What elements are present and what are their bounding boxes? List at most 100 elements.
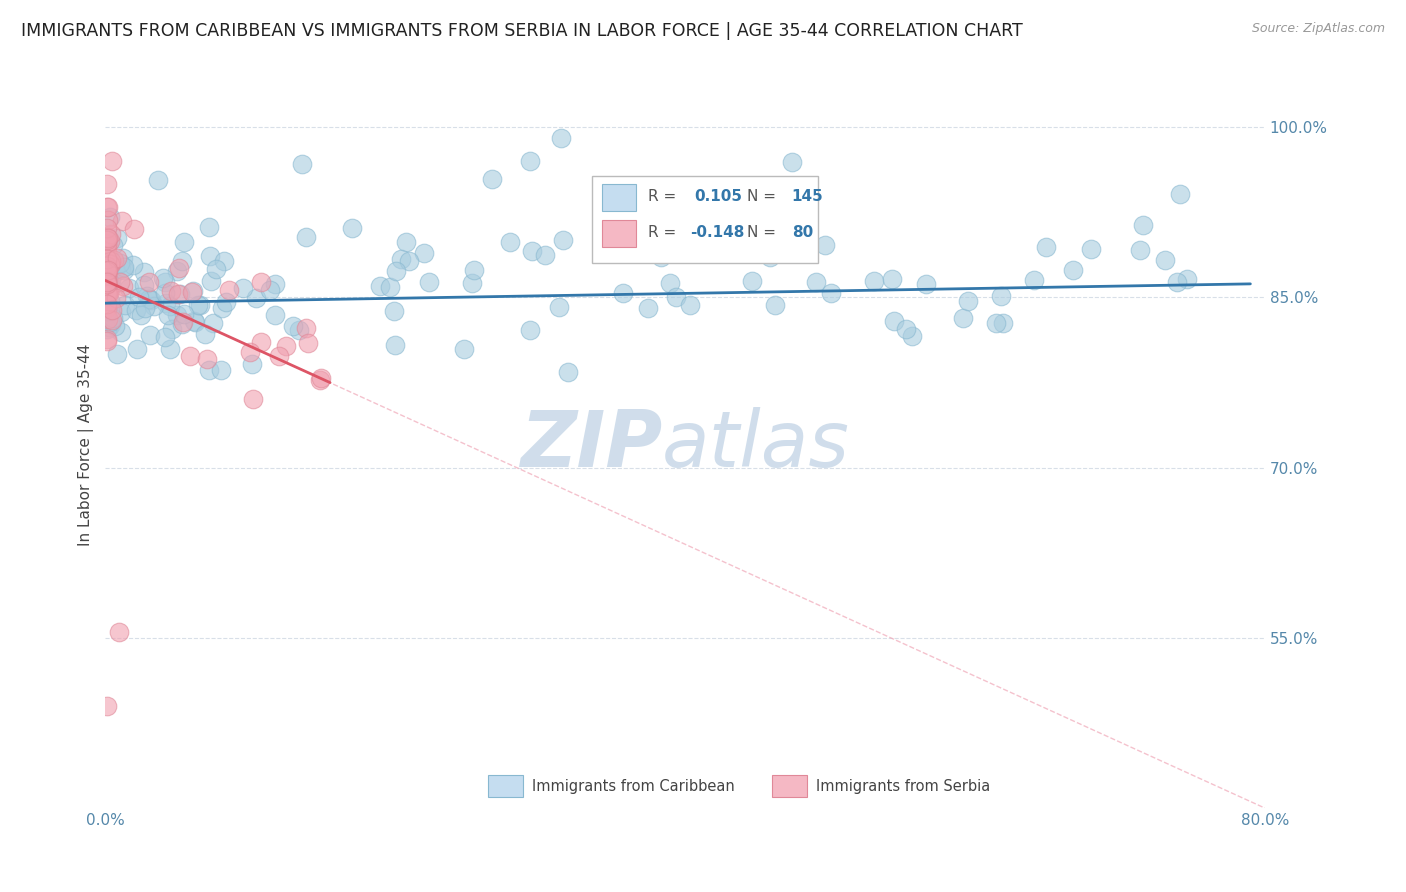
Point — [202, 316, 225, 330]
Text: 80: 80 — [792, 226, 813, 241]
Point — [295, 320, 318, 334]
Point — [96, 259, 118, 273]
Point — [378, 280, 401, 294]
Point — [146, 172, 169, 186]
Point — [98, 275, 121, 289]
Point — [98, 232, 121, 246]
Point — [96, 237, 118, 252]
Point — [97, 312, 120, 326]
Point — [1062, 263, 1084, 277]
Text: N =: N = — [747, 226, 780, 241]
Point — [107, 625, 129, 640]
Point — [125, 303, 148, 318]
Bar — [602, 184, 637, 211]
Y-axis label: In Labor Force | Age 35-44: In Labor Force | Age 35-44 — [79, 343, 94, 546]
Point — [96, 334, 118, 348]
Point — [160, 284, 183, 298]
Point — [98, 302, 121, 317]
Point — [901, 329, 924, 343]
Point — [143, 299, 166, 313]
Point — [156, 308, 179, 322]
Point — [1168, 186, 1191, 201]
Point — [195, 352, 218, 367]
Point — [96, 297, 118, 311]
Point — [291, 157, 314, 171]
Point — [96, 245, 118, 260]
Point — [548, 301, 571, 315]
Point — [96, 277, 118, 291]
Point — [138, 327, 160, 342]
Point — [129, 308, 152, 322]
Point — [97, 285, 120, 300]
Point — [96, 268, 118, 282]
Point — [153, 330, 176, 344]
Point — [96, 268, 118, 283]
Point — [105, 251, 128, 265]
Point — [111, 251, 134, 265]
Point — [389, 252, 412, 266]
Point — [100, 227, 122, 242]
Point — [533, 248, 555, 262]
Point — [1080, 243, 1102, 257]
Point — [1129, 244, 1152, 258]
Point — [105, 346, 128, 360]
Point — [368, 278, 391, 293]
Point — [121, 258, 143, 272]
Point — [915, 277, 938, 291]
Point — [100, 273, 122, 287]
Point — [96, 274, 118, 288]
Point — [650, 250, 672, 264]
Point — [97, 319, 120, 334]
Point — [96, 322, 118, 336]
Bar — [772, 775, 807, 797]
Point — [100, 235, 122, 249]
Point — [118, 281, 141, 295]
Point — [167, 261, 190, 276]
Point — [96, 254, 118, 268]
Point — [159, 343, 181, 357]
Point — [179, 349, 201, 363]
Text: Immigrants from Serbia: Immigrants from Serbia — [815, 779, 990, 794]
Point — [128, 289, 150, 303]
Text: Immigrants from Caribbean: Immigrants from Caribbean — [531, 779, 735, 794]
Point — [96, 297, 118, 311]
Point — [96, 233, 118, 247]
Point — [98, 293, 121, 308]
Point — [96, 265, 118, 279]
Point — [162, 322, 184, 336]
Point — [385, 264, 408, 278]
Point — [170, 253, 193, 268]
Point — [134, 278, 156, 293]
Point — [96, 264, 118, 278]
Point — [100, 313, 122, 327]
Point — [139, 293, 162, 307]
Point — [138, 292, 160, 306]
Point — [103, 253, 125, 268]
Point — [108, 275, 131, 289]
Point — [104, 318, 127, 333]
Point — [100, 280, 122, 294]
Point — [96, 240, 118, 254]
Point — [883, 314, 905, 328]
Point — [155, 296, 177, 310]
Point — [239, 344, 262, 359]
Point — [413, 245, 436, 260]
Point — [110, 261, 132, 276]
Point — [880, 272, 903, 286]
Point — [97, 200, 120, 214]
Point — [384, 337, 406, 351]
Point — [342, 220, 364, 235]
Point — [763, 297, 786, 311]
Point — [96, 283, 118, 297]
Point — [96, 286, 118, 301]
Point — [166, 287, 188, 301]
Point — [984, 317, 1007, 331]
Point — [481, 171, 503, 186]
Point — [287, 323, 309, 337]
Point — [97, 230, 120, 244]
Point — [281, 319, 304, 334]
Point — [194, 327, 217, 342]
Point — [245, 291, 267, 305]
Point — [1166, 276, 1188, 290]
Point — [134, 301, 156, 315]
